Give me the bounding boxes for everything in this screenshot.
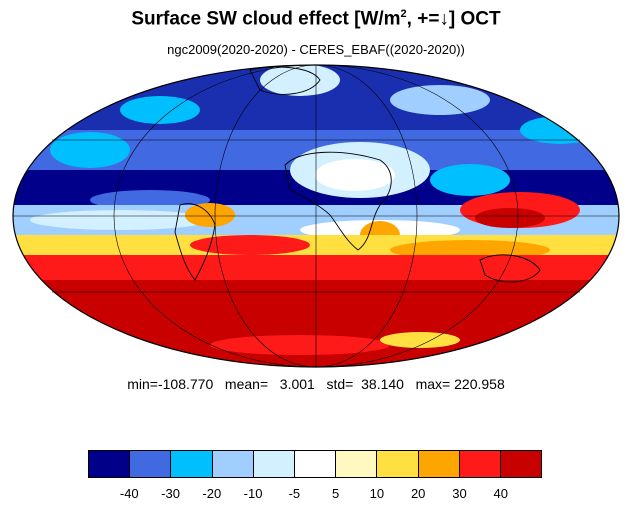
colorbar-swatch	[89, 451, 131, 477]
colorbar-swatch	[418, 451, 460, 477]
map-border	[12, 64, 620, 368]
colorbar-swatch	[459, 451, 501, 477]
colorbar	[88, 450, 542, 478]
colorbar-tick-label: -20	[202, 486, 222, 501]
figure-title: Surface SW cloud effect [W/m2, +=↓] OCT	[131, 8, 501, 30]
colorbar-swatch	[336, 451, 378, 477]
statistics-line: min=-108.770 mean= 3.001 std= 38.140 max…	[127, 376, 505, 392]
colorbar-swatch	[253, 451, 295, 477]
colorbar-tick-label: -5	[288, 486, 301, 501]
colorbar-swatch	[294, 451, 337, 477]
colorbar-tick-label: 20	[410, 486, 426, 501]
colorbar-tick-label: -10	[243, 486, 263, 501]
coastlines	[174, 66, 541, 283]
colorbar-swatch	[377, 451, 419, 477]
colorbar-tick-label: 40	[493, 486, 508, 501]
colorbar-tick-label: -30	[161, 486, 180, 501]
colorbar-swatch	[500, 451, 542, 477]
colorbar-tick-label: 10	[369, 486, 385, 501]
colorbar-swatch	[171, 451, 213, 477]
colorbar-swatch	[212, 451, 254, 477]
colorbar-tick-label: 5	[332, 486, 340, 501]
figure-subtitle: ngc2009(2020-2020) - CERES_EBAF((2020-20…	[167, 42, 465, 57]
colorbar-tick-label: 30	[452, 486, 467, 501]
colorbar-tick-label: -40	[119, 486, 139, 501]
colorbar-swatch	[130, 451, 172, 477]
